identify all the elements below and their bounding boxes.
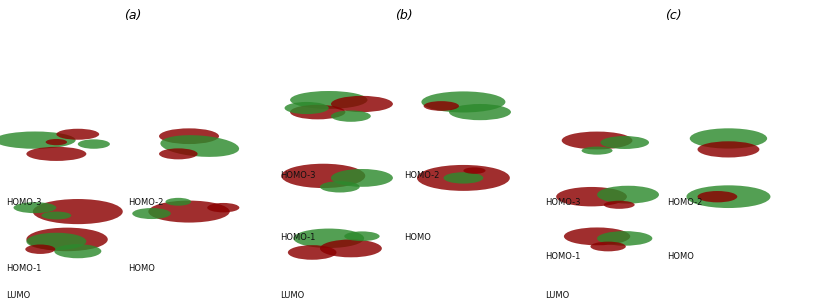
- Ellipse shape: [54, 244, 102, 258]
- Ellipse shape: [320, 181, 359, 193]
- Ellipse shape: [25, 245, 55, 254]
- Text: HOMO: HOMO: [128, 264, 155, 273]
- Ellipse shape: [421, 91, 506, 112]
- Ellipse shape: [597, 231, 652, 246]
- Ellipse shape: [344, 231, 380, 241]
- Ellipse shape: [26, 233, 86, 250]
- Text: HOMO-3: HOMO-3: [546, 198, 581, 207]
- Ellipse shape: [46, 139, 67, 145]
- Ellipse shape: [320, 240, 382, 257]
- Ellipse shape: [689, 128, 767, 149]
- Ellipse shape: [424, 101, 459, 111]
- Ellipse shape: [604, 201, 635, 209]
- Ellipse shape: [556, 187, 627, 207]
- Ellipse shape: [290, 91, 367, 109]
- Text: (a): (a): [124, 9, 141, 22]
- Ellipse shape: [698, 141, 759, 158]
- Text: LUMO: LUMO: [546, 291, 570, 298]
- Ellipse shape: [207, 203, 239, 212]
- Text: HOMO-2: HOMO-2: [128, 198, 164, 207]
- Ellipse shape: [290, 105, 346, 119]
- Text: HOMO-3: HOMO-3: [7, 198, 42, 207]
- Ellipse shape: [581, 147, 612, 155]
- Ellipse shape: [698, 191, 737, 202]
- Text: HOMO-2: HOMO-2: [667, 198, 702, 207]
- Text: HOMO-3: HOMO-3: [280, 171, 316, 180]
- Ellipse shape: [56, 129, 99, 140]
- Ellipse shape: [331, 96, 393, 112]
- Ellipse shape: [33, 199, 123, 224]
- Ellipse shape: [133, 208, 171, 219]
- Ellipse shape: [148, 201, 230, 223]
- Ellipse shape: [14, 202, 56, 213]
- Ellipse shape: [463, 167, 485, 174]
- Ellipse shape: [0, 131, 76, 149]
- Ellipse shape: [444, 172, 483, 184]
- Ellipse shape: [78, 139, 110, 149]
- Ellipse shape: [590, 242, 626, 252]
- Ellipse shape: [600, 136, 649, 149]
- Ellipse shape: [41, 212, 72, 219]
- Text: LUMO: LUMO: [7, 291, 31, 298]
- Ellipse shape: [449, 104, 511, 120]
- Text: HOMO-1: HOMO-1: [7, 264, 42, 273]
- Ellipse shape: [26, 228, 108, 251]
- Ellipse shape: [331, 111, 371, 122]
- Text: HOMO: HOMO: [667, 252, 693, 261]
- Ellipse shape: [564, 227, 630, 245]
- Ellipse shape: [160, 135, 239, 157]
- Ellipse shape: [166, 198, 191, 206]
- Ellipse shape: [288, 245, 337, 260]
- Text: LUMO: LUMO: [280, 291, 305, 298]
- Ellipse shape: [159, 128, 219, 144]
- Ellipse shape: [562, 131, 633, 149]
- Ellipse shape: [281, 164, 365, 188]
- Ellipse shape: [331, 169, 393, 187]
- Text: HOMO-2: HOMO-2: [404, 171, 440, 180]
- Text: HOMO-1: HOMO-1: [280, 233, 316, 242]
- Ellipse shape: [26, 147, 86, 161]
- Ellipse shape: [597, 186, 659, 204]
- Text: HOMO: HOMO: [404, 233, 431, 242]
- Text: (c): (c): [665, 9, 681, 22]
- Text: (b): (b): [395, 9, 413, 22]
- Ellipse shape: [686, 185, 771, 208]
- Ellipse shape: [293, 229, 364, 248]
- Text: HOMO-1: HOMO-1: [546, 252, 581, 261]
- Ellipse shape: [417, 165, 510, 191]
- Ellipse shape: [159, 148, 198, 159]
- Ellipse shape: [285, 102, 328, 114]
